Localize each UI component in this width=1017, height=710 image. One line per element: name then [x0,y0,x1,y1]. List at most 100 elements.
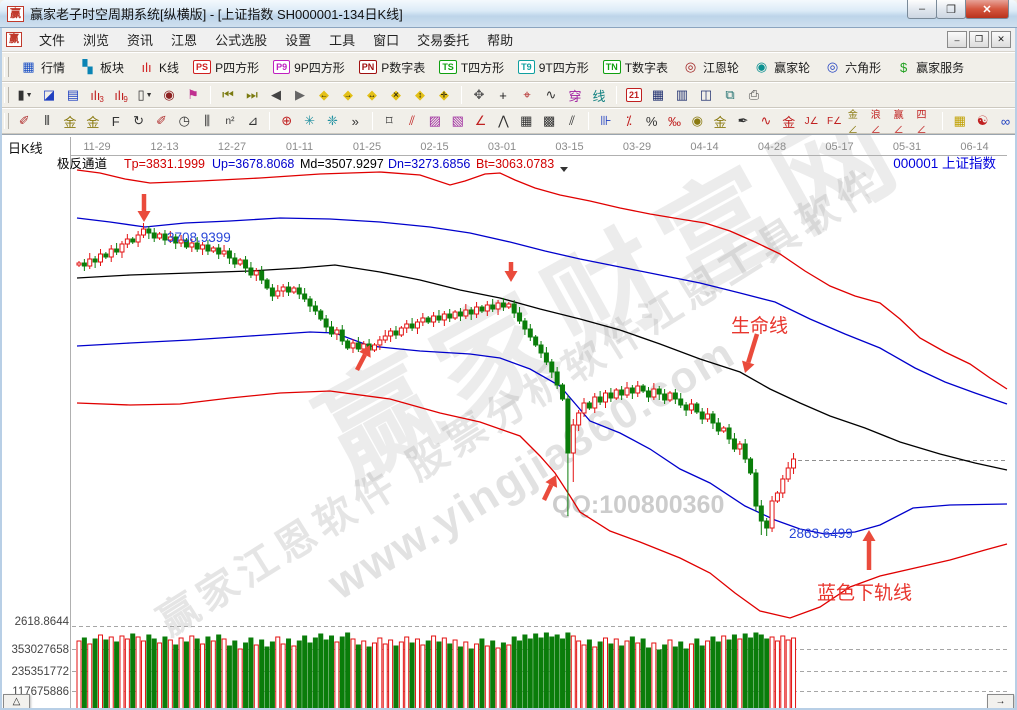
kline-chart-canvas[interactable]: 赢家财富网 赢家江恩软件 股票分析软件江恩工具软件 www.yingjia360… [0,135,1017,710]
expand-all-icon[interactable]: ◆ ✛ [439,87,449,102]
ink-pen-icon[interactable]: ✒ [737,113,749,128]
gold-grid-icon[interactable]: 金 [63,114,77,130]
pointer-marker-icon[interactable]: ⌖ [523,87,531,102]
menu-item-3[interactable]: 资讯 [127,32,154,48]
gold-line-icon[interactable]: 金 [713,114,727,130]
target-red-icon[interactable]: ⊕ [281,113,293,128]
star-box-icon[interactable]: ❈ [326,113,338,128]
grid-box-icon[interactable]: ▩ [543,113,556,128]
quotes-button[interactable]: ▦ 行情 [22,59,66,75]
gann-wheel-button[interactable]: ◎ 江恩轮 [684,59,740,75]
menu-item-5[interactable]: 公式选股 [215,32,268,48]
slant-lines-icon[interactable]: ⫽ [569,113,575,128]
last-bar-button[interactable]: ⏭ [246,87,258,102]
hexagon-button[interactable]: ◎ 六角形 [826,59,882,75]
box-select-icon[interactable]: ⌑ [385,113,393,128]
info-panel-icon[interactable]: ▤ [66,87,80,102]
expand-left-icon[interactable]: ◆ ← [319,87,329,102]
mdi-minimize-button[interactable]: – [947,31,967,48]
polyline-icon[interactable]: ∿ [545,87,557,102]
sectors-button[interactable]: ▚ 板块 [82,59,125,75]
menu-item-6[interactable]: 设置 [285,32,312,48]
gann-view-icon[interactable]: ◉ [163,87,175,102]
menu-item-9[interactable]: 交易委托 [417,32,470,48]
color-flag-icon[interactable]: ⚑ [187,87,199,102]
chuan-tool-icon[interactable]: 穿 [568,88,582,104]
print-icon[interactable]: ⎙ [748,87,760,102]
compress-icon[interactable]: ◆ ✕ [391,87,401,102]
xian-tool-icon[interactable]: 线 [592,88,606,104]
p-square-button[interactable]: PS P四方形 [186,56,266,79]
chart-area[interactable]: 赢家财富网 赢家江恩软件 股票分析软件江恩工具软件 www.yingjia360… [0,134,1017,710]
kline-button[interactable]: ılı K线 [141,59,180,75]
nine-t-square-button[interactable]: T9 9T四方形 [511,56,596,79]
mdi-close-button[interactable]: ✕ [991,31,1011,48]
f-angle-icon[interactable]: F∠ [826,115,843,127]
bars-3-icon[interactable]: ılı 3 [90,87,104,105]
menu-item-2[interactable]: 浏览 [83,32,110,48]
bars-9-icon[interactable]: ılı 9 [114,87,128,105]
indicator-dropdown-icon[interactable] [560,167,568,172]
taichi-icon[interactable]: ☯ [976,113,989,128]
spiral-icon[interactable]: ↻ [133,113,144,128]
expand-right-icon[interactable]: ◆ → [343,87,353,102]
lang-angle-icon[interactable]: 浪∠ [870,110,881,136]
crosshair-icon[interactable]: + [499,87,507,103]
candle-style-dropdown[interactable]: ▯ ▼ [137,87,153,102]
volume-expand-button[interactable]: △ [3,694,30,709]
more-tools-chevron[interactable]: » [351,113,359,129]
scroll-right-button[interactable]: → [987,694,1014,709]
save-icon[interactable]: ◫ [699,87,713,102]
notes-icon[interactable]: ▥ [675,87,689,102]
percent-retrace-icon[interactable]: ⁒ [625,113,632,128]
hline-set-icon[interactable]: ⫴ [44,113,50,128]
pan-hand-icon[interactable]: ✥ [473,87,485,102]
color-grid-icon[interactable]: ▦ [953,113,966,128]
kline-period-dropdown[interactable]: ▮ ▼ [17,87,33,102]
gold-red-icon[interactable]: 金 [782,114,796,130]
menu-item-10[interactable]: 帮助 [487,32,514,48]
menu-item-1[interactable]: 文件 [39,32,66,48]
p-number-table-button[interactable]: PN P数字表 [352,56,433,79]
infinity-icon[interactable]: ∞ [1000,113,1011,129]
next-bar-button[interactable]: ▶ [295,87,305,102]
menu-item-7[interactable]: 工具 [329,32,356,48]
expand-horizontal-icon[interactable]: ◆ ↔ [367,87,377,102]
draw-pen2-icon[interactable]: ✐ [155,113,167,128]
menu-item-4[interactable]: 江恩 [171,32,198,48]
fibo-grid-icon[interactable]: F [111,113,120,129]
gold-grid2-icon[interactable]: 金 [86,114,100,130]
close-button[interactable]: ✕ [965,0,1009,19]
mdi-restore-button[interactable]: ❐ [969,31,989,48]
t-square-button[interactable]: TS T四方形 [432,56,511,79]
gann-fan-icon[interactable]: ⫽ [409,113,415,128]
j-angle-icon[interactable]: J∠ [804,115,819,127]
zigzag-icon[interactable]: ⋀ [498,113,509,128]
percent-icon[interactable]: % [645,113,658,129]
winner-wheel-button[interactable]: ◉ 赢家轮 [755,59,811,75]
overlay-chart-icon[interactable]: ◪ [42,87,56,102]
wave-icon[interactable]: ∿ [760,113,772,128]
ying-angle-icon[interactable]: 赢∠ [893,110,904,136]
draw-pen-icon[interactable]: ✐ [18,113,30,128]
maximize-button[interactable]: ❐ [936,0,966,19]
prev-bar-button[interactable]: ◀ [271,87,281,102]
star-grid-icon[interactable]: ✳ [304,113,316,128]
calculator-icon[interactable]: ▦ [651,87,665,102]
first-bar-button[interactable]: ⏮ [222,87,234,102]
hatch-box-icon[interactable]: ▧ [451,113,464,128]
angle-tool-icon[interactable]: ⊿ [247,113,259,128]
nine-p-square-button[interactable]: P9 9P四方形 [266,56,352,79]
expand-vertical-icon[interactable]: ◆ ↕ [415,87,425,102]
si-angle-icon[interactable]: 四∠ [916,110,927,136]
grid-dense-icon[interactable]: ▦ [520,113,533,128]
percent-line-icon[interactable]: ‰ [667,113,681,129]
vline-set-icon[interactable]: ⫼ [204,113,211,128]
fan-box-icon[interactable]: ▨ [428,113,442,128]
calendar-21-icon[interactable]: 21 [623,85,645,105]
t-number-table-button[interactable]: TN T数字表 [596,56,675,79]
angle-lines-icon[interactable]: ∠ [474,113,487,128]
gold-angle-icon[interactable]: 金∠ [847,110,858,136]
square-n2-icon[interactable]: n² [225,115,235,127]
ruler-icon[interactable]: ⊪ [600,113,612,128]
